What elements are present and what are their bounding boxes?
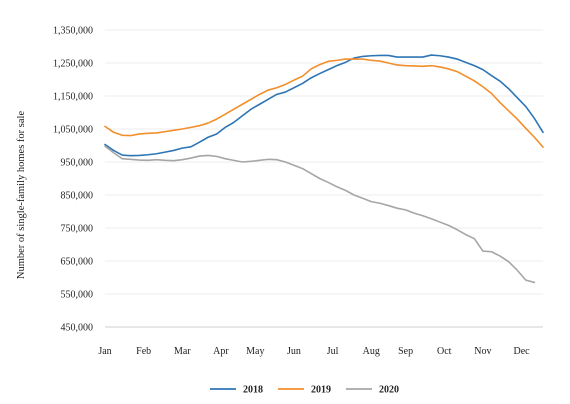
x-tick-label: Jul (327, 346, 339, 357)
y-tick-label: 550,000 (61, 290, 94, 301)
y-tick-label: 450,000 (61, 323, 94, 334)
x-tick-label: Jan (98, 346, 111, 357)
x-tick-label: May (246, 346, 264, 357)
x-tick-label: Sep (398, 346, 413, 357)
x-tick-label: Nov (474, 346, 491, 357)
series-line-2019 (104, 58, 544, 148)
x-tick-label: Mar (174, 346, 191, 357)
x-tick-label: Feb (136, 346, 151, 357)
y-axis-title: Number of single-family homes for sale (16, 111, 27, 280)
legend: 2018 2019 2020 (210, 385, 399, 396)
series-line-2020 (104, 145, 536, 284)
legend-label-2019: 2019 (311, 385, 331, 396)
legend-label-2020: 2020 (379, 385, 399, 396)
x-tick-labels: Jan Feb Mar Apr May Jun Jul Aug Sep Oct Nov Dec (98, 346, 530, 357)
y-tick-label: 1,250,000 (53, 59, 93, 70)
y-tick-label: 650,000 (61, 257, 94, 268)
y-tick-label: 850,000 (61, 191, 94, 202)
y-tick-label: 950,000 (61, 158, 94, 169)
x-tick-label: Apr (213, 346, 229, 357)
y-tick-label: 1,050,000 (53, 125, 93, 136)
x-tick-label: Oct (437, 346, 452, 357)
legend-label-2018: 2018 (243, 385, 263, 396)
series-line-2018 (104, 54, 544, 157)
gridlines (105, 29, 543, 295)
x-tick-label: Dec (513, 346, 530, 357)
y-tick-label: 1,150,000 (53, 92, 93, 103)
x-tick-label: Jun (287, 346, 301, 357)
x-tick-label: Aug (363, 346, 380, 357)
series-lines (104, 54, 544, 284)
y-tick-label: 1,350,000 (53, 26, 93, 37)
y-tick-label: 750,000 (61, 224, 94, 235)
y-tick-labels: 450,000 550,000 650,000 750,000 850,000 950,0… (53, 26, 93, 334)
